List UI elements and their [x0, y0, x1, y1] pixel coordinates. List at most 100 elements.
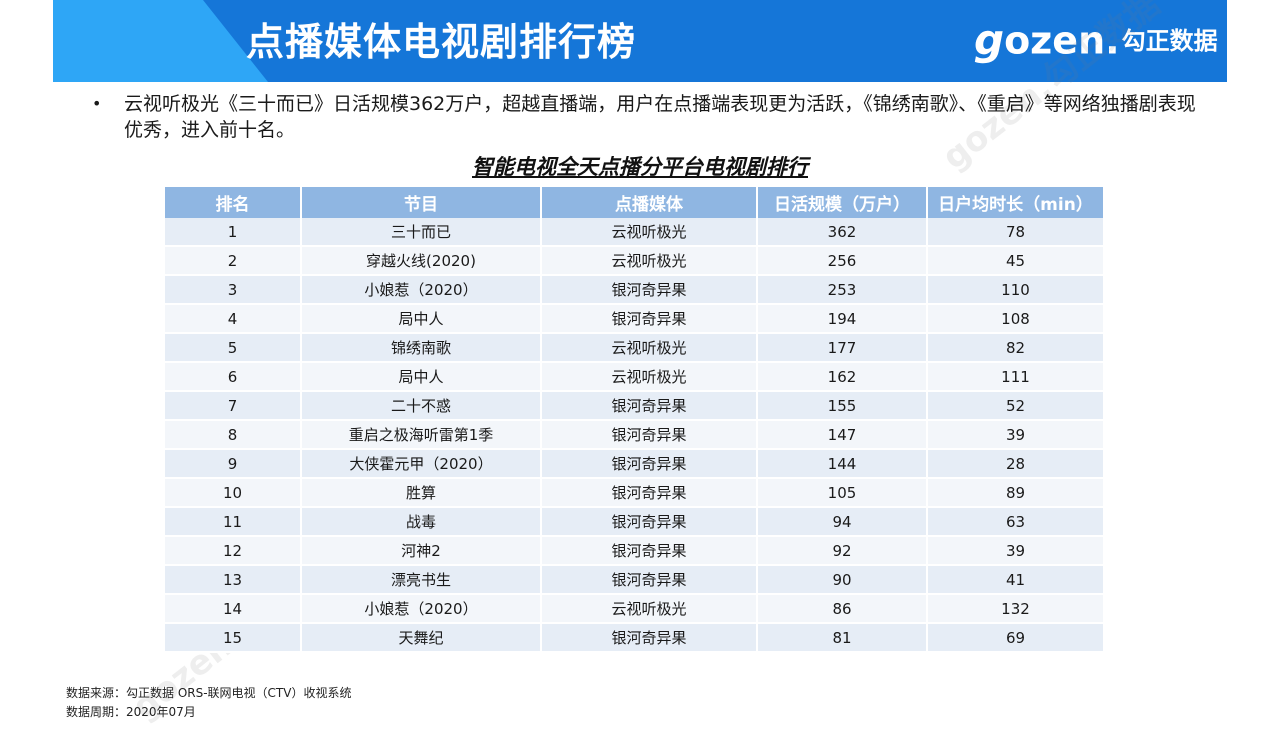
- gozen-logo: gozen.勾正数据: [974, 15, 1218, 65]
- cell-avg-duration: 82: [927, 333, 1103, 363]
- table-header-row: 排名 节目 点播媒体 日活规模（万户） 日户均时长（min）: [165, 187, 1103, 218]
- cell-rank: 8: [165, 420, 302, 450]
- cell-daily-active: 256: [757, 246, 928, 276]
- table-body: 1 三十而已 云视听极光 362 78 2 穿越火线(2020) 云视听极光 256 45 3 小娘惹…: [165, 218, 1103, 653]
- cell-daily-active: 81: [757, 623, 928, 653]
- cell-media: 银河奇异果: [541, 623, 758, 653]
- cell-media: 银河奇异果: [541, 565, 758, 595]
- cell-program: 局中人: [301, 362, 542, 392]
- cell-avg-duration: 132: [927, 594, 1103, 624]
- cell-rank: 15: [165, 623, 302, 653]
- cell-daily-active: 94: [757, 507, 928, 537]
- cell-rank: 1: [165, 218, 302, 247]
- cell-program: 二十不惑: [301, 391, 542, 421]
- cell-avg-duration: 28: [927, 449, 1103, 479]
- cell-avg-duration: 108: [927, 304, 1103, 334]
- cell-media: 云视听极光: [541, 333, 758, 363]
- cell-rank: 7: [165, 391, 302, 421]
- cell-program: 战毒: [301, 507, 542, 537]
- cell-program: 局中人: [301, 304, 542, 334]
- column-header-rank: 排名: [165, 187, 302, 218]
- cell-rank: 13: [165, 565, 302, 595]
- cell-program: 锦绣南歌: [301, 333, 542, 363]
- table-row: 1 三十而已 云视听极光 362 78: [165, 218, 1103, 247]
- cell-rank: 3: [165, 275, 302, 305]
- table-row: 13 漂亮书生 银河奇异果 90 41: [165, 565, 1103, 595]
- table-row: 10 胜算 银河奇异果 105 89: [165, 478, 1103, 508]
- cell-avg-duration: 39: [927, 536, 1103, 566]
- cell-media: 银河奇异果: [541, 478, 758, 508]
- table-row: 4 局中人 银河奇异果 194 108: [165, 304, 1103, 334]
- cell-media: 银河奇异果: [541, 449, 758, 479]
- column-header-program: 节目: [301, 187, 542, 218]
- cell-avg-duration: 41: [927, 565, 1103, 595]
- cell-daily-active: 253: [757, 275, 928, 305]
- cell-rank: 5: [165, 333, 302, 363]
- cell-media: 云视听极光: [541, 362, 758, 392]
- cell-rank: 12: [165, 536, 302, 566]
- column-header-media: 点播媒体: [541, 187, 758, 218]
- cell-rank: 2: [165, 246, 302, 276]
- table-row: 9 大侠霍元甲（2020） 银河奇异果 144 28: [165, 449, 1103, 479]
- cell-media: 云视听极光: [541, 246, 758, 276]
- summary-text: 云视听极光《三十而已》日活规模362万户，超越直播端，用户在点播端表现更为活跃，…: [124, 93, 1196, 141]
- cell-avg-duration: 63: [927, 507, 1103, 537]
- cell-program: 重启之极海听雷第1季: [301, 420, 542, 450]
- cell-media: 银河奇异果: [541, 420, 758, 450]
- table-row: 5 锦绣南歌 云视听极光 177 82: [165, 333, 1103, 363]
- table-title: 智能电视全天点播分平台电视剧排行: [472, 155, 808, 179]
- cell-avg-duration: 52: [927, 391, 1103, 421]
- cell-daily-active: 155: [757, 391, 928, 421]
- cell-media: 银河奇异果: [541, 391, 758, 421]
- cell-program: 穿越火线(2020): [301, 246, 542, 276]
- data-source-note: 数据来源：勾正数据 ORS-联网电视（CTV）收视系统: [66, 686, 352, 700]
- cell-avg-duration: 110: [927, 275, 1103, 305]
- cell-daily-active: 162: [757, 362, 928, 392]
- cell-program: 小娘惹（2020）: [301, 275, 542, 305]
- column-header-avg-duration: 日户均时长（min）: [927, 187, 1103, 218]
- cell-media: 云视听极光: [541, 218, 758, 247]
- cell-program: 天舞纪: [301, 623, 542, 653]
- cell-program: 三十而已: [301, 218, 542, 247]
- page-title: 点播媒体电视剧排行榜: [246, 20, 637, 64]
- cell-daily-active: 92: [757, 536, 928, 566]
- cell-rank: 6: [165, 362, 302, 392]
- cell-media: 银河奇异果: [541, 304, 758, 334]
- table-row: 15 天舞纪 银河奇异果 81 69: [165, 623, 1103, 653]
- cell-daily-active: 105: [757, 478, 928, 508]
- cell-avg-duration: 111: [927, 362, 1103, 392]
- cell-media: 云视听极光: [541, 594, 758, 624]
- table-row: 2 穿越火线(2020) 云视听极光 256 45: [165, 246, 1103, 276]
- table-row: 7 二十不惑 银河奇异果 155 52: [165, 391, 1103, 421]
- column-header-daily-active: 日活规模（万户）: [757, 187, 928, 218]
- cell-program: 胜算: [301, 478, 542, 508]
- cell-daily-active: 147: [757, 420, 928, 450]
- cell-program: 大侠霍元甲（2020）: [301, 449, 542, 479]
- cell-daily-active: 194: [757, 304, 928, 334]
- table-row: 3 小娘惹（2020） 银河奇异果 253 110: [165, 275, 1103, 305]
- ranking-table: 排名 节目 点播媒体 日活规模（万户） 日户均时长（min） 1 三十而已 云视听极…: [165, 187, 1103, 653]
- cell-program: 漂亮书生: [301, 565, 542, 595]
- table-row: 14 小娘惹（2020） 云视听极光 86 132: [165, 594, 1103, 624]
- cell-rank: 4: [165, 304, 302, 334]
- cell-media: 银河奇异果: [541, 275, 758, 305]
- data-period-note: 数据周期：2020年07月: [66, 705, 196, 719]
- table-row: 12 河神2 银河奇异果 92 39: [165, 536, 1103, 566]
- table-row: 8 重启之极海听雷第1季 银河奇异果 147 39: [165, 420, 1103, 450]
- cell-media: 银河奇异果: [541, 536, 758, 566]
- cell-daily-active: 90: [757, 565, 928, 595]
- cell-rank: 14: [165, 594, 302, 624]
- cell-avg-duration: 89: [927, 478, 1103, 508]
- table-row: 6 局中人 云视听极光 162 111: [165, 362, 1103, 392]
- cell-rank: 9: [165, 449, 302, 479]
- table-row: 11 战毒 银河奇异果 94 63: [165, 507, 1103, 537]
- bullet-marker: •: [92, 94, 102, 113]
- cell-avg-duration: 78: [927, 218, 1103, 247]
- cell-avg-duration: 69: [927, 623, 1103, 653]
- cell-daily-active: 86: [757, 594, 928, 624]
- cell-daily-active: 362: [757, 218, 928, 247]
- cell-daily-active: 144: [757, 449, 928, 479]
- cell-media: 银河奇异果: [541, 507, 758, 537]
- cell-avg-duration: 45: [927, 246, 1103, 276]
- cell-program: 小娘惹（2020）: [301, 594, 542, 624]
